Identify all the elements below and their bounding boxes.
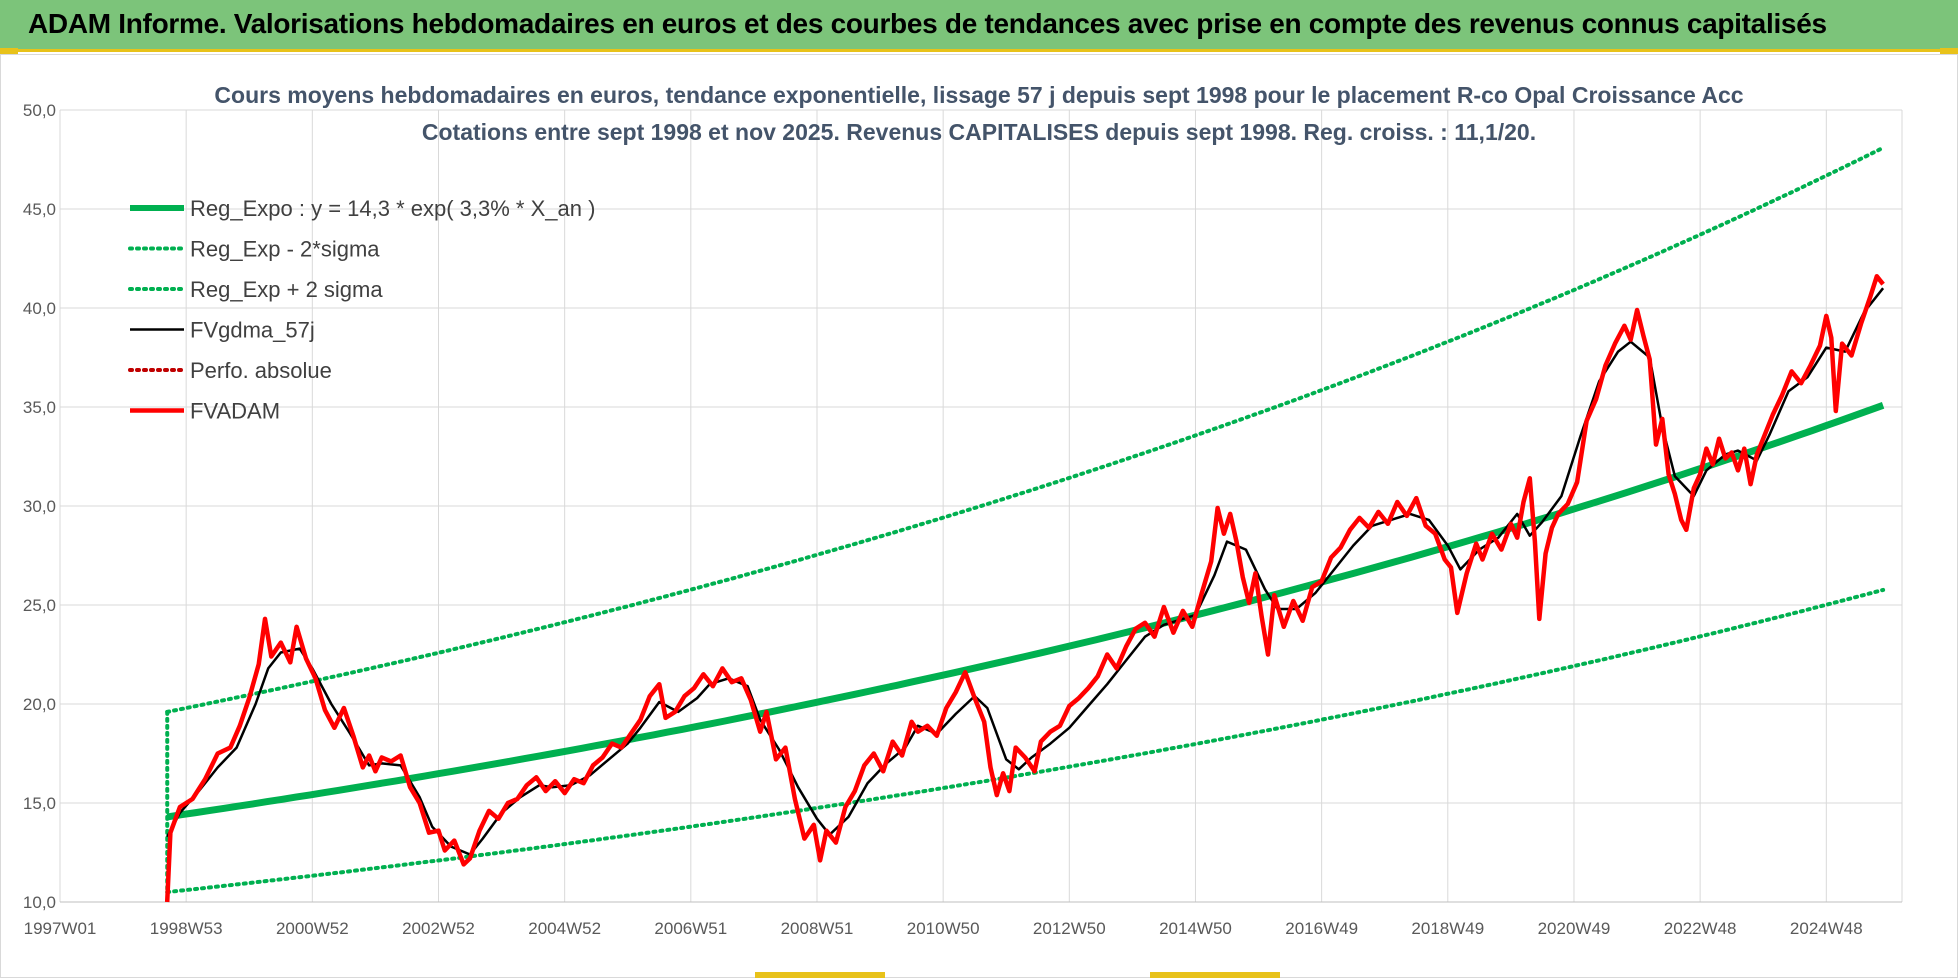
series-line-reg-exp-2-sigma [165, 145, 1886, 714]
y-tick-label: 35,0 [23, 398, 56, 417]
corner-accent-right [1940, 48, 1958, 54]
y-tick-label: 20,0 [23, 695, 56, 714]
x-tick-label: 2002W52 [402, 919, 475, 938]
x-tick-label: 2024W48 [1790, 919, 1863, 938]
chart-axes: 10,0 15,0 20,0 25,0 30,0 35,0 40,0 45,0 50,0 1997… [23, 101, 1902, 938]
banner-title: ADAM Informe. Valorisations hebdomadaire… [28, 8, 1827, 39]
x-tick-label: 2020W49 [1538, 919, 1611, 938]
x-tick-label: 2000W52 [276, 919, 349, 938]
chart-subtitle: Cotations entre sept 1998 et nov 2025. R… [422, 119, 1536, 145]
legend-label: FVgdma_57j [190, 318, 315, 343]
series-line-reg-expo-y-14-3-exp-3-3-x-an [166, 402, 1885, 821]
series-line-fvgdma-57j [166, 287, 1885, 856]
legend-label: Reg_Expo : y = 14,3 * exp( 3,3% * X_an ) [190, 196, 595, 221]
legend-label: Reg_Exp - 2*sigma [190, 237, 380, 262]
x-tick-label: 2006W51 [654, 919, 727, 938]
chart-series [164, 145, 1886, 903]
x-tick-label: 2004W52 [528, 919, 601, 938]
x-tick-label: 2012W50 [1033, 919, 1106, 938]
legend-label: Reg_Exp + 2 sigma [190, 277, 383, 302]
y-tick-label: 15,0 [23, 794, 56, 813]
x-tick-label: 1997W01 [24, 919, 97, 938]
report-banner: ADAM Informe. Valorisations hebdomadaire… [0, 0, 1958, 52]
y-tick-label: 30,0 [23, 497, 56, 516]
y-tick-label: 45,0 [23, 200, 56, 219]
corner-accent-left [0, 48, 18, 54]
x-tick-label: 1998W53 [150, 919, 223, 938]
bottom-accent-2 [1150, 972, 1280, 978]
chart-title: Cours moyens hebdomadaires en euros, ten… [214, 82, 1743, 108]
legend-label: Perfo. absolue [190, 358, 332, 383]
chart-legend: Reg_Expo : y = 14,3 * exp( 3,3% * X_an )… [128, 196, 595, 424]
x-tick-label: 2014W50 [1159, 919, 1232, 938]
x-tick-label: 2016W49 [1285, 919, 1358, 938]
series-line-reg-exp-2-sigma [165, 587, 1886, 895]
y-tick-label: 40,0 [23, 299, 56, 318]
y-tick-label: 50,0 [23, 101, 56, 120]
y-tick-label: 25,0 [23, 596, 56, 615]
series-line-fvadam [164, 274, 1885, 903]
y-tick-label: 10,0 [23, 893, 56, 912]
x-tick-label: 2022W48 [1664, 919, 1737, 938]
x-tick-label: 2018W49 [1411, 919, 1484, 938]
x-tick-label: 2010W50 [907, 919, 980, 938]
bottom-accent-1 [755, 972, 885, 978]
x-tick-label: 2008W51 [781, 919, 854, 938]
legend-label: FVADAM [190, 399, 280, 424]
